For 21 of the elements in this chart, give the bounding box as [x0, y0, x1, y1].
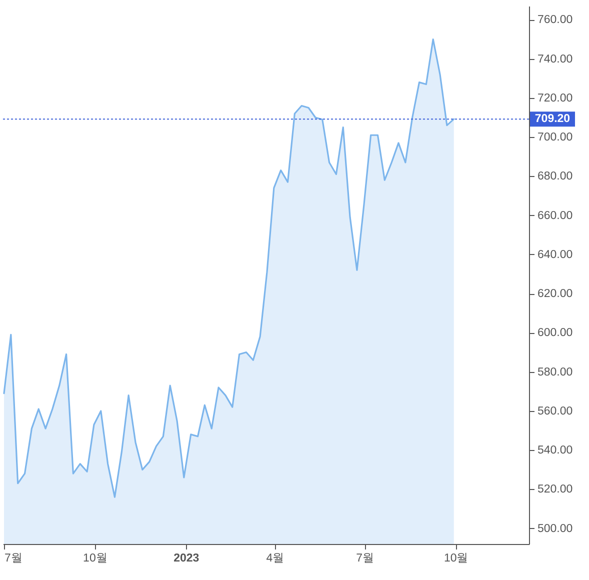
y-tick-label: 640.00 — [538, 248, 573, 261]
y-tick-label: 540.00 — [538, 444, 573, 457]
x-tick-label: 7월 — [4, 552, 23, 564]
x-tick-label: 7월 — [356, 552, 375, 564]
x-tick-label: 4월 — [266, 552, 285, 564]
y-tick-label: 620.00 — [538, 288, 573, 300]
y-tick-label: 600.00 — [538, 327, 573, 340]
y-tick-label: 520.00 — [538, 484, 573, 496]
y-tick-label: 680.00 — [538, 170, 573, 183]
y-tick-label: 500.00 — [538, 522, 573, 535]
y-tick-label: 560.00 — [538, 405, 573, 418]
x-tick-label: 10월 — [444, 552, 469, 564]
y-tick-label: 740.00 — [538, 53, 573, 66]
x-tick-label: 2023 — [174, 552, 200, 564]
x-tick-label: 10월 — [83, 552, 108, 564]
y-tick-label: 660.00 — [538, 210, 573, 222]
y-tick-label: 760.00 — [538, 14, 573, 26]
ref-line-label: 709.20 — [534, 113, 570, 126]
y-tick-label: 580.00 — [538, 366, 573, 378]
y-tick-label: 720.00 — [538, 92, 573, 104]
y-tick-label: 700.00 — [538, 132, 573, 144]
